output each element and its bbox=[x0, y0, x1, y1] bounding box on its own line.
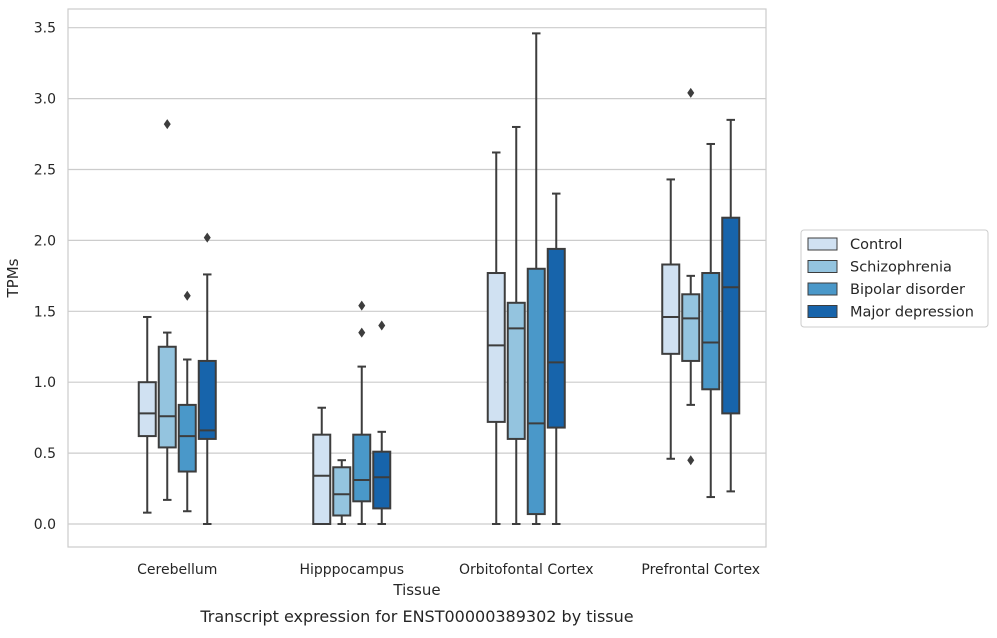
box-body bbox=[197, 359, 217, 440]
x-tick-label: Cerebellum bbox=[137, 562, 217, 578]
box-plot bbox=[486, 151, 506, 525]
box-plot bbox=[721, 118, 741, 493]
x-tick-label: Orbitofontal Cortex bbox=[459, 562, 594, 578]
box-body bbox=[332, 466, 352, 517]
box-plot bbox=[372, 320, 392, 525]
legend: Control Schizophrenia Bipolar disorder Majo… bbox=[800, 229, 989, 328]
y-tick-label: 2.0 bbox=[34, 233, 56, 249]
x-tick-label: Hipppocampus bbox=[299, 562, 404, 578]
box-body bbox=[177, 403, 197, 473]
box-plot bbox=[681, 87, 701, 466]
legend-swatch bbox=[807, 237, 838, 251]
box-body bbox=[546, 247, 566, 429]
outlier-point bbox=[358, 327, 366, 338]
box-plot bbox=[352, 300, 372, 525]
plot-frame bbox=[67, 8, 767, 548]
x-tick-label: Prefrontal Cortex bbox=[641, 562, 760, 578]
x-tick-labels: Cerebellum Hipppocampus Orbitofontal Corte… bbox=[137, 562, 760, 578]
box-plot bbox=[157, 119, 177, 501]
legend-frame bbox=[800, 229, 989, 328]
outlier-point bbox=[378, 320, 386, 331]
box-body bbox=[506, 301, 526, 440]
box-body bbox=[526, 267, 546, 516]
box-body bbox=[486, 272, 506, 423]
box-plot bbox=[332, 459, 352, 525]
box-plot bbox=[526, 32, 546, 525]
figure-caption: Transcript expression for ENST0000038930… bbox=[199, 607, 633, 626]
legend-label: Major depression bbox=[850, 305, 974, 321]
outlier-point bbox=[358, 300, 366, 311]
boxes-layer bbox=[137, 32, 741, 525]
box-body bbox=[661, 263, 681, 355]
box-body bbox=[681, 293, 701, 362]
box-plot bbox=[177, 290, 197, 513]
outlier-point bbox=[183, 290, 191, 301]
box-body bbox=[352, 433, 372, 503]
outlier-point bbox=[203, 232, 211, 243]
box-plot bbox=[137, 315, 157, 514]
y-tick-labels: 0.0 0.5 1.0 1.5 2.0 2.5 3.0 3.5 bbox=[34, 21, 56, 533]
y-tick-label: 3.5 bbox=[34, 21, 56, 37]
box-plot bbox=[312, 406, 332, 525]
box-body bbox=[137, 381, 157, 438]
box-body bbox=[372, 450, 392, 510]
box-plot bbox=[546, 192, 566, 525]
legend-swatch bbox=[807, 260, 838, 273]
box-plot bbox=[197, 232, 217, 525]
legend-label: Control bbox=[850, 237, 902, 253]
box-plot bbox=[701, 142, 721, 499]
y-tick-label: 1.5 bbox=[34, 304, 56, 320]
outlier-point bbox=[687, 455, 695, 466]
box-body bbox=[721, 216, 741, 415]
outlier-point bbox=[163, 119, 171, 130]
y-tick-label: 0.5 bbox=[34, 446, 56, 462]
y-tick-label: 0.0 bbox=[34, 517, 56, 533]
box-body bbox=[312, 433, 332, 525]
legend-label: Schizophrenia bbox=[850, 260, 952, 276]
y-tick-label: 3.0 bbox=[34, 92, 56, 108]
legend-swatch bbox=[807, 282, 838, 296]
y-tick-label: 2.5 bbox=[34, 163, 56, 179]
legend-swatch bbox=[807, 305, 838, 318]
x-axis-label: Tissue bbox=[392, 581, 440, 599]
box-plot bbox=[661, 178, 681, 460]
box-plot bbox=[506, 125, 526, 525]
box-body bbox=[701, 272, 721, 391]
outlier-point bbox=[687, 87, 695, 98]
box-body bbox=[157, 345, 177, 449]
y-tick-label: 1.0 bbox=[34, 375, 56, 391]
y-axis-label: TPMs bbox=[4, 258, 22, 298]
legend-label: Bipolar disorder bbox=[850, 282, 965, 298]
